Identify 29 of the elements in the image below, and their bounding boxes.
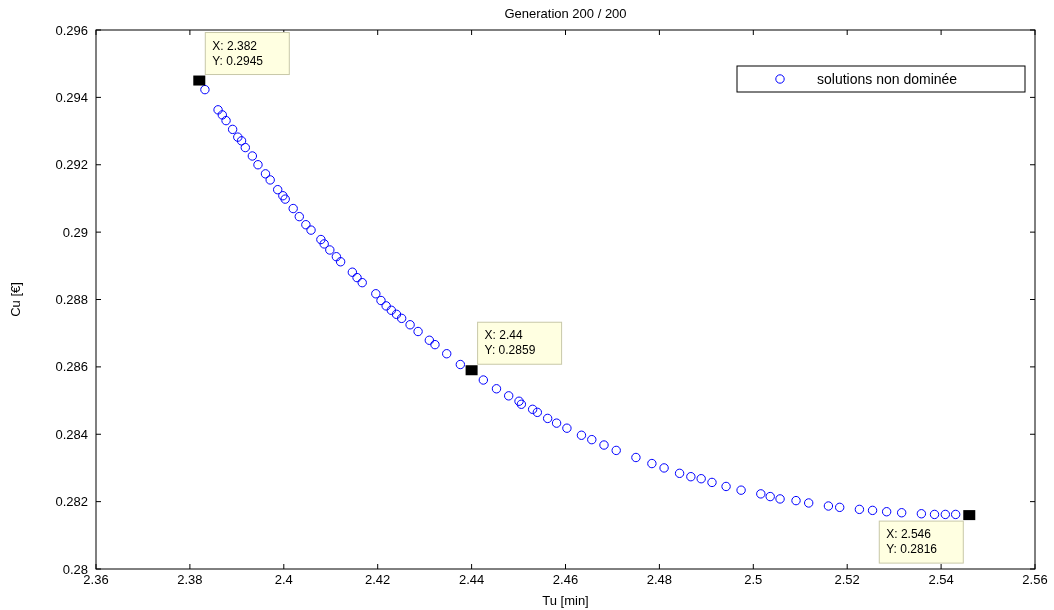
annotation: X: 2.546 Y: 0.2816 <box>886 527 938 557</box>
y-tick-label: 0.294 <box>55 89 88 105</box>
chart-title: Generation 200 / 200 <box>504 6 627 21</box>
x-tick-label: 2.54 <box>928 572 954 587</box>
datatip: X: 2.546 Y: 0.2816 <box>878 510 976 564</box>
datatip: X: 2.382 Y: 0.2945 <box>193 32 290 86</box>
y-axis-title: Cu [€] <box>8 282 23 317</box>
y-tick-label: 0.29 <box>62 224 88 240</box>
x-axis-title: Tu [min] <box>542 593 589 608</box>
y-tick-label: 0.296 <box>55 22 88 38</box>
x-tick-label: 2.48 <box>646 572 673 587</box>
y-tick-label: 0.284 <box>55 426 88 442</box>
x-tick-label: 2.5 <box>744 572 763 587</box>
y-tick-label: 0.286 <box>55 359 88 375</box>
y-tick-label: 0.292 <box>55 157 88 173</box>
datatip: X: 2.44 Y: 0.2859 <box>465 321 563 376</box>
legend-label: solutions non dominée <box>817 71 958 87</box>
x-tick-label: 2.52 <box>834 572 860 587</box>
x-tick-label: 2.36 <box>83 572 109 587</box>
x-tick-label: 2.4 <box>274 572 293 587</box>
x-tick-label: 2.46 <box>552 572 579 587</box>
x-tick-label: 2.44 <box>458 572 485 587</box>
y-tick-label: 0.288 <box>55 292 88 307</box>
x-tick-label: 2.42 <box>365 572 391 587</box>
annotation: X: 2.382 Y: 0.2945 <box>212 38 264 68</box>
x-tick-label: 2.38 <box>177 572 203 587</box>
annotation: X: 2.44 Y: 0.2859 <box>484 328 536 358</box>
x-tick-label: 2.56 <box>1022 572 1048 587</box>
y-tick-label: 0.282 <box>55 494 88 510</box>
